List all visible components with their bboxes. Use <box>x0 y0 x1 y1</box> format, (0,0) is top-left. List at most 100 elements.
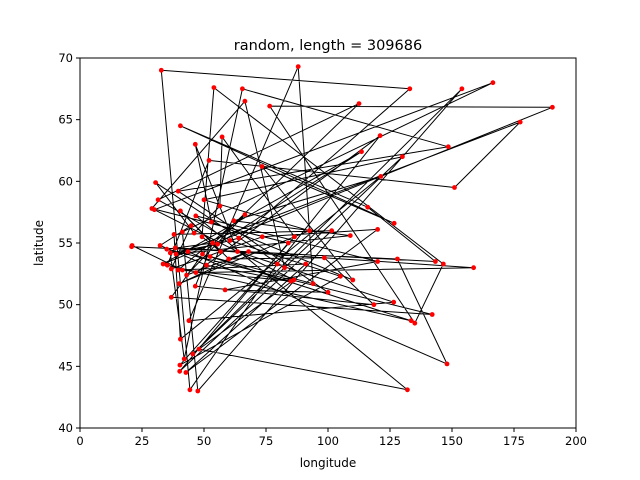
x-tick-label: 200 <box>565 434 587 448</box>
city-point <box>365 204 371 210</box>
city-point <box>405 387 410 393</box>
x-tick-label: 0 <box>76 434 83 448</box>
x-tick-label: 100 <box>317 434 339 448</box>
chart-title: random, length = 309686 <box>234 38 422 54</box>
city-point <box>188 223 194 229</box>
city-point <box>307 228 312 234</box>
city-point <box>191 230 197 236</box>
city-point <box>201 197 207 203</box>
city-point <box>359 149 364 155</box>
x-axis: 0 25 50 75 100 125 150 175 200 <box>76 428 587 448</box>
city-point <box>129 243 135 248</box>
city-point <box>517 119 523 125</box>
city-point <box>209 219 214 225</box>
city-point <box>167 250 173 256</box>
city-point <box>329 228 335 234</box>
city-point <box>391 299 397 305</box>
y-axis-label: latitude <box>32 220 46 266</box>
city-point <box>178 336 183 342</box>
city-point <box>164 246 170 252</box>
city-point <box>282 265 287 271</box>
city-point <box>391 220 397 226</box>
y-tick-label: 55 <box>58 236 73 250</box>
city-point <box>246 249 252 255</box>
city-point <box>395 256 400 262</box>
city-point <box>157 243 163 248</box>
city-point <box>206 158 212 163</box>
city-point <box>172 245 178 251</box>
city-point <box>338 273 343 279</box>
y-tick-label: 45 <box>58 359 73 373</box>
city-point <box>204 262 209 268</box>
y-axis: 40 45 50 55 60 65 70 <box>58 51 80 435</box>
city-point <box>285 240 291 246</box>
city-point <box>192 283 198 289</box>
city-point <box>310 281 316 287</box>
city-point <box>267 103 273 109</box>
city-point <box>178 123 183 129</box>
city-point <box>288 278 294 284</box>
city-point <box>400 154 405 160</box>
city-point <box>180 229 185 235</box>
city-point <box>187 387 193 393</box>
city-point <box>303 261 309 267</box>
city-point <box>292 234 297 240</box>
city-point <box>185 249 191 255</box>
city-point <box>168 266 174 272</box>
city-point <box>177 368 183 374</box>
x-tick-label: 75 <box>259 434 274 448</box>
x-tick-label: 125 <box>379 434 401 448</box>
city-point <box>226 256 232 262</box>
city-point <box>183 370 189 375</box>
city-point <box>429 312 435 317</box>
city-point <box>193 213 199 219</box>
city-point <box>452 185 457 190</box>
city-point <box>180 267 185 273</box>
city-point <box>164 262 170 268</box>
city-point <box>325 289 331 295</box>
city-point <box>259 164 265 169</box>
y-tick-label: 65 <box>58 113 73 127</box>
city-point <box>444 361 450 367</box>
city-point <box>153 180 159 186</box>
city-point <box>190 351 196 357</box>
city-point <box>412 320 418 326</box>
city-point <box>181 356 187 362</box>
city-point <box>347 233 353 239</box>
city-point <box>356 101 362 106</box>
city-point <box>168 294 174 300</box>
city-point <box>227 238 233 243</box>
y-tick-label: 70 <box>58 51 73 65</box>
city-point <box>550 104 555 110</box>
city-point <box>259 234 265 240</box>
city-point <box>242 98 248 104</box>
city-point <box>378 174 384 179</box>
city-point <box>177 362 183 368</box>
city-point <box>235 249 240 255</box>
city-point <box>207 254 213 259</box>
city-point <box>236 235 242 241</box>
city-point <box>196 346 202 352</box>
city-point <box>222 287 228 293</box>
y-tick-label: 50 <box>58 298 73 312</box>
city-point <box>215 241 221 247</box>
city-point <box>199 234 205 240</box>
city-point <box>321 255 327 261</box>
city-point <box>160 261 166 267</box>
city-point <box>490 80 496 86</box>
y-tick-label: 60 <box>58 174 73 188</box>
city-point <box>408 318 414 324</box>
city-point <box>173 251 179 257</box>
city-point <box>371 302 377 308</box>
x-tick-label: 175 <box>503 434 525 448</box>
city-point <box>186 318 192 324</box>
city-point <box>375 259 380 264</box>
x-tick-label: 25 <box>135 434 150 448</box>
y-tick-label: 40 <box>58 421 73 435</box>
city-point <box>211 85 217 90</box>
city-point <box>295 64 301 69</box>
city-point <box>152 207 157 213</box>
city-point <box>200 251 205 257</box>
